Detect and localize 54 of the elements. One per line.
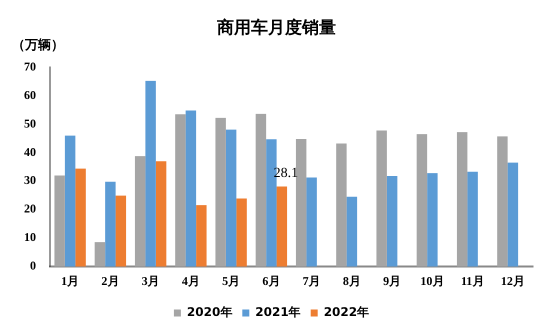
x-tick-label: 11月 — [460, 274, 484, 288]
bar — [186, 110, 196, 267]
x-tick-label: 1月 — [61, 274, 80, 288]
y-tick-label: 70 — [24, 59, 36, 74]
legend-label: 2021年 — [255, 305, 301, 320]
legend-label: 2020年 — [186, 305, 232, 320]
x-tick-label: 8月 — [342, 274, 361, 288]
x-tick-label: 9月 — [383, 274, 402, 288]
bar — [215, 118, 226, 267]
bar — [427, 173, 438, 267]
bar — [145, 80, 156, 267]
bar — [456, 132, 468, 267]
bar — [134, 156, 146, 267]
bar — [256, 114, 266, 267]
legend-label: 2022年 — [324, 305, 370, 320]
bar — [54, 175, 65, 267]
bar — [75, 168, 86, 267]
bar — [467, 172, 478, 267]
bar — [386, 176, 398, 267]
bar — [105, 182, 116, 267]
y-tick-label: 0 — [30, 258, 36, 273]
y-tick-label: 10 — [24, 230, 36, 244]
y-tick-label: 20 — [24, 202, 36, 216]
bar — [306, 177, 317, 267]
x-tick-label: 2月 — [101, 274, 120, 288]
bar — [296, 138, 306, 267]
bar — [508, 162, 518, 267]
bar — [116, 196, 126, 267]
bar — [497, 136, 508, 267]
y-tick-label: 50 — [24, 116, 36, 130]
bar — [94, 242, 106, 267]
chart-title: 商用车月度销量 — [216, 17, 337, 39]
bar — [376, 130, 387, 267]
x-tick-label: 4月 — [182, 274, 200, 288]
bar — [226, 130, 236, 267]
bar — [416, 134, 428, 267]
x-tick-label: 3月 — [142, 274, 160, 288]
bar — [175, 114, 186, 267]
x-tick-label: 6月 — [262, 274, 280, 288]
y-tick-label: 60 — [24, 88, 36, 102]
x-tick-label: 10月 — [420, 274, 444, 288]
x-tick-label: 12月 — [500, 274, 525, 288]
y-axis-title: （万辆） — [12, 37, 64, 54]
bar — [336, 144, 347, 267]
bar — [64, 136, 76, 267]
bar — [236, 198, 247, 267]
bar — [346, 196, 358, 267]
bar — [276, 186, 288, 267]
y-tick-label: 40 — [24, 144, 36, 159]
x-tick-label: 7月 — [302, 274, 321, 288]
bar — [196, 205, 207, 267]
bar — [156, 161, 166, 267]
x-tick-label: 5月 — [222, 274, 240, 288]
y-tick-label: 30 — [24, 173, 36, 188]
